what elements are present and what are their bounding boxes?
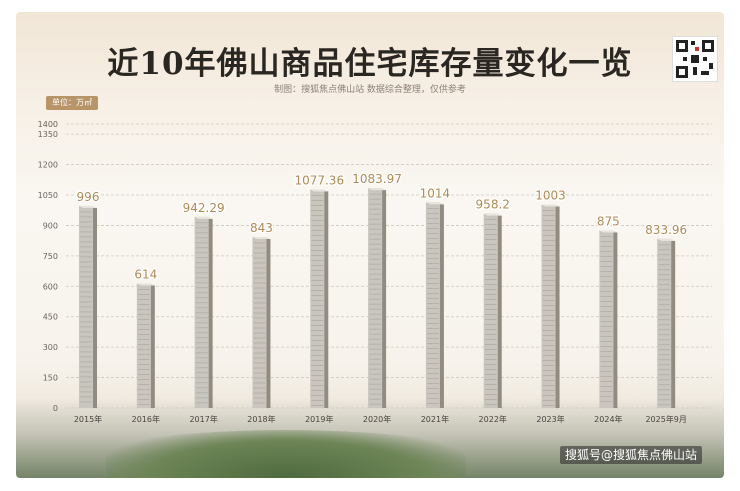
y-tick-label: 600 [43, 282, 58, 291]
y-tick-label: 150 [43, 374, 58, 383]
bar [599, 230, 614, 408]
bar-top [368, 188, 387, 191]
bar [310, 189, 325, 408]
bar-top [541, 204, 560, 207]
x-tick-label: 2017年 [189, 414, 217, 424]
data-label: 1083.97 [352, 172, 402, 186]
unit-badge: 单位：万㎡ [46, 96, 98, 110]
data-label: 1014 [420, 186, 451, 200]
bar-side [439, 204, 444, 408]
bar-top [310, 189, 329, 192]
bar-top [425, 202, 444, 205]
y-tick-label: 0 [53, 404, 58, 413]
bar-top [599, 230, 618, 233]
bar-top [79, 205, 97, 208]
chart-subtitle: 制图：搜狐焦点佛山站 数据综合整理，仅供参考 [274, 85, 466, 95]
x-tick-label: 2019年 [305, 414, 333, 424]
bar-top [194, 216, 213, 219]
bar [657, 238, 672, 408]
x-tick-label: 2015年 [74, 414, 102, 424]
bar-side [497, 215, 502, 408]
x-tick-label: 2016年 [132, 414, 160, 424]
data-label: 833.96 [645, 223, 687, 237]
bar [541, 204, 556, 408]
bar-side [382, 190, 387, 408]
bar-top [657, 238, 676, 241]
y-tick-label: 450 [43, 313, 58, 322]
x-tick-label: 2025年9月 [645, 414, 686, 424]
data-label: 843 [250, 221, 273, 235]
y-tick-label: 750 [43, 252, 58, 261]
data-label: 1077.36 [294, 173, 344, 187]
data-label: 942.29 [183, 201, 225, 215]
bar-side [324, 191, 329, 408]
bar [194, 216, 209, 408]
bar [368, 188, 383, 408]
bar-side [555, 206, 560, 408]
bar-side [208, 218, 213, 408]
hill-background [106, 430, 466, 478]
qr-code-icon [672, 36, 718, 82]
page-title: 近10年佛山商品住宅库存量变化一览 [107, 46, 633, 82]
data-label: 614 [134, 267, 157, 281]
x-tick-label: 2023年 [536, 414, 564, 424]
y-tick-label: 300 [43, 343, 58, 352]
y-tick-label: 900 [43, 221, 58, 230]
bar-side [671, 240, 676, 408]
bar-top [483, 213, 502, 216]
bar-top [252, 236, 271, 239]
bar-top [136, 283, 155, 286]
x-tick-label: 2020年 [363, 414, 391, 424]
bar [252, 236, 267, 408]
bar [483, 213, 498, 408]
data-label: 1003 [535, 189, 566, 203]
data-label: 958.2 [476, 198, 510, 212]
x-tick-label: 2018年 [247, 414, 275, 424]
x-tick-label: 2021年 [421, 414, 449, 424]
y-tick-label: 1400 [38, 120, 58, 129]
x-tick-label: 2022年 [479, 414, 507, 424]
data-label: 996 [77, 190, 100, 204]
bar-side [613, 232, 618, 408]
watermark: 搜狐号@搜狐焦点佛山站 [559, 446, 702, 464]
data-label: 875 [597, 215, 620, 229]
bar-side [150, 285, 155, 408]
bar [425, 202, 440, 408]
chart-card: 近10年佛山商品住宅库存量变化一览 制图：搜狐焦点佛山站 数据综合整理，仅供参考… [16, 12, 724, 478]
bar-side [93, 207, 97, 408]
y-tick-label: 1050 [38, 191, 58, 200]
x-tick-label: 2024年 [594, 414, 622, 424]
y-tick-label: 1200 [38, 161, 58, 170]
bar-side [266, 238, 271, 408]
y-tick-label: 1350 [38, 130, 58, 139]
